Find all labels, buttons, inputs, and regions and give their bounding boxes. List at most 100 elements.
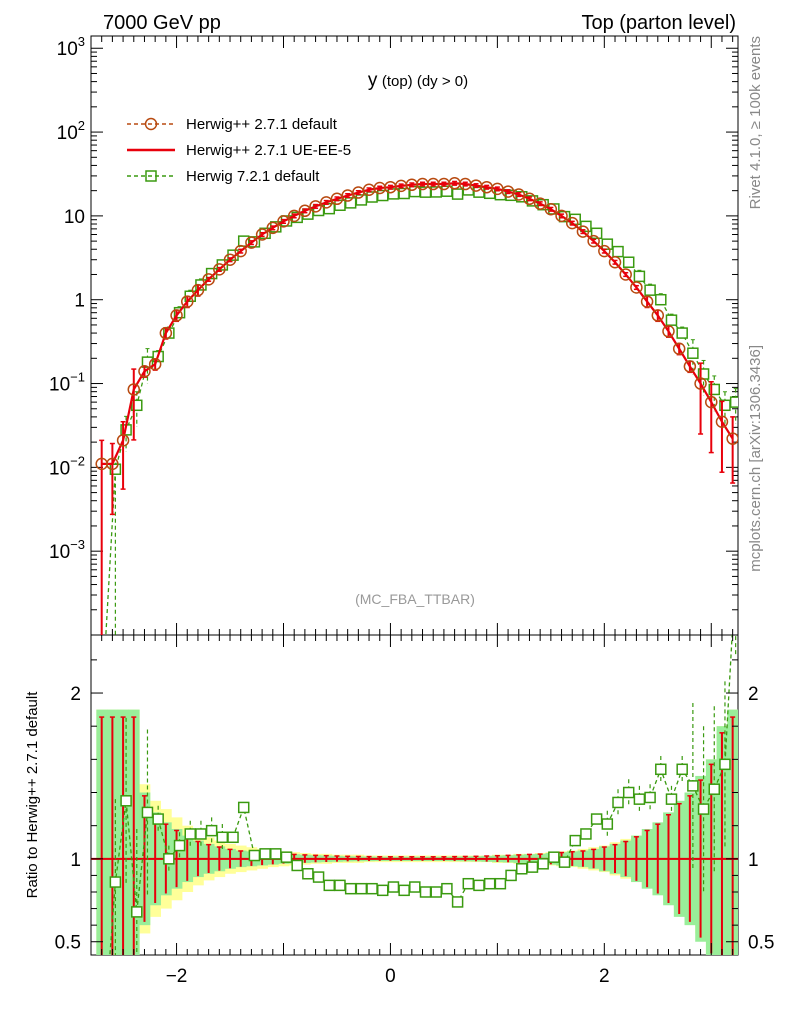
herwigpp-default-data-point xyxy=(159,326,173,340)
ratio-x-tick-label: −2 xyxy=(166,966,188,987)
herwigpp-default-data-point xyxy=(715,415,729,429)
tick-label-exponent: −3 xyxy=(70,537,85,552)
ratio-herwig7-data-point xyxy=(419,886,432,898)
herwigpp-default-data-point xyxy=(694,377,707,390)
ratio-y-tick-label: 0.5 xyxy=(55,933,81,954)
ratio-herwig7-data-point xyxy=(398,884,410,897)
herwigpp-default-data-point xyxy=(148,357,162,371)
ratio-herwig7-data-point xyxy=(516,863,528,875)
rivet-version-label: Rivet 4.1.0, ≥ 100k events xyxy=(747,36,764,209)
ratio-herwig7-data-point xyxy=(344,882,357,895)
ratio-herwig7-data-point xyxy=(676,763,688,776)
herwig7-data-point xyxy=(687,347,699,359)
ratio-herwig7-data-point xyxy=(548,851,560,863)
ratio-herwig7-data-point xyxy=(195,828,207,840)
herwigpp-default-data-point xyxy=(705,395,718,409)
main-data-layer xyxy=(95,177,738,635)
herwig7-data-point xyxy=(644,284,656,296)
herwig7-data-point xyxy=(131,399,143,412)
herwig7-series-line xyxy=(105,189,736,635)
herwigpp-default-data-point xyxy=(116,434,130,447)
ratio-herwig7-data-point xyxy=(622,786,635,799)
tick-label-exponent: 3 xyxy=(78,34,85,49)
main-plot-title-variable: y xyxy=(368,70,378,91)
main-y-tick-label: 102 xyxy=(57,118,85,144)
herwig7-data-point xyxy=(601,238,614,250)
legend-label-herwig7-default: Herwig 7.2.1 default xyxy=(186,168,320,185)
herwigpp-default-data-point xyxy=(255,228,269,241)
ratio-herwig7-data-point xyxy=(719,758,731,771)
herwig7-data-point xyxy=(451,188,464,200)
herwigpp-default-data-point xyxy=(726,432,738,445)
legend-entry-herwigpp-default: Herwig++ 2.7.1 default xyxy=(127,116,338,133)
ratio-herwig7-data-point xyxy=(409,881,421,893)
ratio-herwig7-data-point xyxy=(184,828,196,840)
ratio-herwig7-data-point xyxy=(601,818,614,830)
tick-label-base: 10 xyxy=(57,39,78,60)
analysis-watermark: (MC_FBA_TTBAR) xyxy=(355,591,475,607)
ratio-herwig7-data-point xyxy=(483,877,496,890)
ratio-herwig7-data-point xyxy=(120,795,132,807)
legend-entry-herwigpp-ue-ee-5: Herwig++ 2.7.1 UE-EE-5 xyxy=(127,142,351,159)
ratio-herwig7-data-point xyxy=(163,853,175,865)
ratio-herwig7-data-point xyxy=(152,813,164,825)
legend-label-herwigpp-default: Herwig++ 2.7.1 default xyxy=(186,116,338,133)
herwigpp-default-data-point xyxy=(630,281,643,294)
herwigpp-default-data-point xyxy=(533,197,547,210)
ratio-herwig7-data-point xyxy=(473,879,485,892)
ratio-herwig7-data-point xyxy=(494,877,507,890)
ratio-herwig7-data-point xyxy=(430,886,442,898)
ratio-herwig7-data-point xyxy=(131,906,143,918)
ratio-axis-ticks: 0.5 0.5 1 1 2 2 −2 0 2 xyxy=(55,635,774,987)
herwigpp-default-data-point xyxy=(662,325,675,338)
ratio-herwig7-data-point xyxy=(687,780,699,792)
herwigpp-default-data-point xyxy=(191,283,205,297)
herwigpp-default-data-point xyxy=(106,457,119,471)
ratio-y-axis-label: Ratio to Herwig++ 2.7.1 default xyxy=(24,691,41,899)
ratio-data-layer xyxy=(91,635,738,955)
ratio-herwig7-data-point xyxy=(355,882,368,895)
ratio-herwig7-data-point xyxy=(302,868,314,880)
herwigpp-default-data-point xyxy=(213,263,226,276)
herwig7-data-point xyxy=(590,227,603,240)
herwigpp-default-data-point xyxy=(180,295,194,308)
herwigpp-default-data-point xyxy=(223,253,237,266)
herwigpp-default-data-point xyxy=(608,255,622,269)
ratio-y-tick-label: 1 xyxy=(70,850,81,871)
herwigpp-default-data-point xyxy=(587,234,600,248)
ratio-herwig7-data-point xyxy=(655,763,667,776)
ratio-herwig7-data-point xyxy=(387,881,400,893)
ratio-herwig7-data-point xyxy=(665,793,678,805)
main-y-tick-label: 10−1 xyxy=(49,370,85,396)
herwigpp-default-data-point xyxy=(320,196,333,209)
source-label: mcplots.cern.ch [arXiv:1306.3436] xyxy=(747,345,764,572)
tick-label-base: 10 xyxy=(49,375,70,396)
ratio-herwig7-data-point xyxy=(590,813,603,825)
ratio-herwig7-data-point xyxy=(259,848,271,860)
herwig7-data-point xyxy=(622,256,635,268)
herwigpp-default-data-point xyxy=(544,203,558,216)
ratio-herwig7-data-point xyxy=(451,896,464,908)
tick-label-base: 10 xyxy=(49,458,70,479)
ratio-herwig7-data-point xyxy=(280,851,293,863)
ratio-y-tick-label: 2 xyxy=(70,684,81,705)
herwigpp-default-data-point xyxy=(170,309,183,322)
ratio-herwig7-data-point xyxy=(644,791,656,804)
ratio-herwig7-data-point xyxy=(697,803,710,815)
ratio-herwig7-data-point xyxy=(569,834,581,847)
legend-label-herwigpp-ue-ee-5: Herwig++ 2.7.1 UE-EE-5 xyxy=(186,142,351,159)
main-y-tick-label: 103 xyxy=(57,34,85,60)
legend: Herwig++ 2.7.1 default Herwig++ 2.7.1 UE… xyxy=(127,116,351,185)
herwig7-data-point xyxy=(708,383,721,396)
ratio-herwig7-data-point xyxy=(270,848,282,860)
herwigpp-default-data-point xyxy=(266,221,280,235)
main-y-tick-label: 10−2 xyxy=(49,453,85,479)
main-y-tick-label: 1 xyxy=(74,291,85,312)
tick-label-exponent: 2 xyxy=(78,118,85,133)
herwig7-data-point xyxy=(633,270,646,283)
herwigpp-default-data-point xyxy=(576,225,590,238)
ratio-y-tick-label-right: 1 xyxy=(748,850,759,871)
legend-marker-square xyxy=(145,170,157,182)
